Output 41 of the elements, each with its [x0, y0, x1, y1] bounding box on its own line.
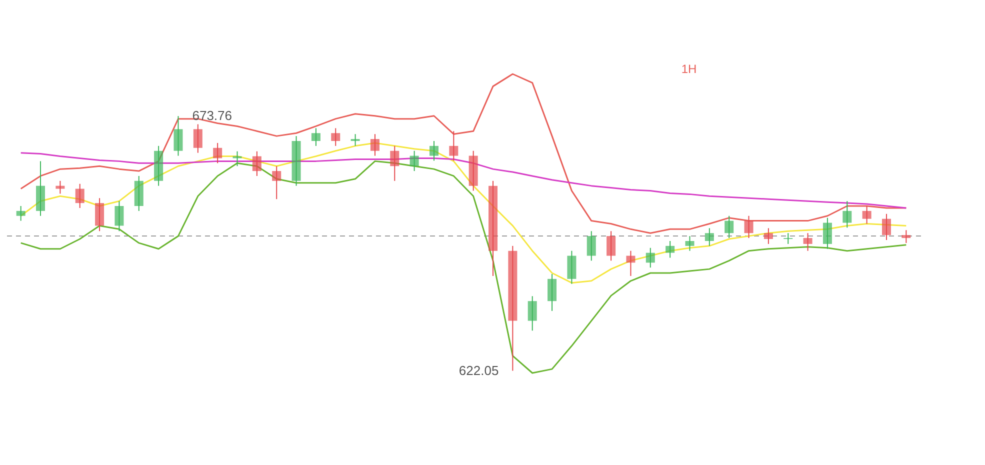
candlestick [862, 206, 872, 224]
candlestick [75, 183, 84, 208]
candlestick [114, 200, 124, 232]
candlestick [646, 247, 655, 268]
candlestick [528, 296, 537, 332]
candlestick [449, 130, 458, 162]
annotation: 622.05 [458, 362, 499, 378]
candlestick [311, 128, 320, 146]
candlestick [193, 124, 202, 154]
candlestick [56, 180, 65, 194]
candlestick [567, 250, 576, 284]
candlestick [213, 142, 222, 164]
candlestick [784, 232, 793, 244]
candlestick [586, 230, 596, 262]
candlestick [252, 150, 262, 176]
candlestick [882, 213, 891, 240]
candlestick [370, 134, 380, 156]
candlestick [429, 140, 438, 162]
candlestick [842, 200, 852, 228]
candlestick [95, 198, 104, 232]
candlestick [744, 215, 754, 239]
text: 1H [681, 62, 697, 76]
candlestick [902, 230, 911, 244]
candlestick [764, 228, 773, 244]
candlestick [272, 166, 282, 200]
candlestick [606, 230, 616, 262]
candlestick [410, 150, 419, 172]
candlestick [704, 228, 714, 246]
candlestick [822, 217, 832, 250]
candlestick [331, 128, 340, 146]
candlestick [685, 236, 694, 252]
candlestick [724, 215, 734, 239]
candlestick [803, 232, 812, 252]
candlestick [174, 116, 183, 156]
candlestick [390, 145, 400, 182]
candlestick [548, 273, 557, 312]
candlestick [350, 134, 360, 146]
candlestick [16, 206, 26, 222]
candlestick [666, 240, 675, 258]
annotation: 673.76 [192, 108, 232, 124]
candlestick [626, 250, 636, 276]
